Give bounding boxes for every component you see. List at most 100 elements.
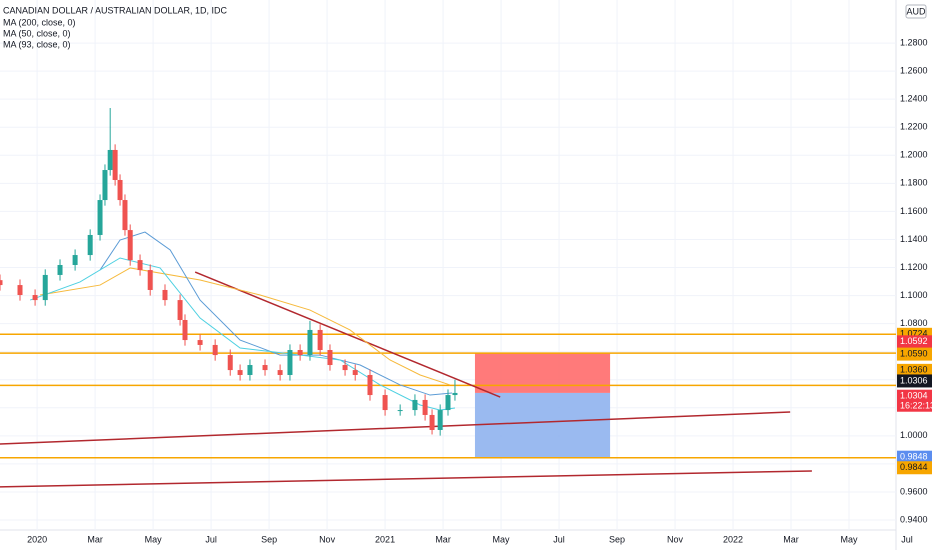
candle-body [87,234,93,256]
x-tick-label: Sep [609,534,625,544]
target-zone [474,392,611,458]
legend-entry: MA (50, close, 0) [3,28,71,38]
candle-body [182,319,188,341]
price-label-text: 1.0306 [900,375,928,385]
trend-line [0,470,812,488]
y-tick-label: 0.9600 [900,486,928,496]
y-tick-label: 1.2000 [900,150,928,160]
legend-entry: MA (93, close, 0) [3,39,71,49]
candle-body [227,355,233,371]
trend-line [0,411,791,445]
x-tick-label: May [493,534,511,544]
candle-body [112,149,118,180]
candle-body [162,289,168,301]
price-label [897,450,932,464]
price-label-text: 0.9844 [900,462,928,472]
x-tick-label: Nov [319,534,336,544]
x-tick-label: Nov [667,534,684,544]
candle-body [429,414,435,430]
price-label [897,363,932,377]
candle-body [127,230,133,261]
x-tick-label: 2021 [375,534,395,544]
x-tick-label: Sep [261,534,277,544]
candle-body [32,295,38,301]
grid [0,0,896,530]
y-tick-label: 1.1400 [900,234,928,244]
y-tick-label: 0.9400 [900,514,928,524]
candle-body [237,370,243,375]
x-tick-label: Mar [435,534,451,544]
candle-body [197,340,203,345]
x-tick-label: Mar [783,534,799,544]
stop-zone [474,353,611,393]
currency-box[interactable] [905,4,927,19]
candle-body [137,260,143,271]
candle-body [342,365,348,371]
x-tick-label: 2020 [27,534,47,544]
candle-body [297,350,303,356]
x-tick-label: Jul [553,534,565,544]
price-label [897,389,932,412]
candle-body [412,399,418,411]
price-label [897,335,932,349]
y-tick-label: 1.0000 [900,430,928,440]
plot [0,108,896,488]
candle-body [42,274,48,301]
trend-line [194,271,501,398]
candle-body [317,329,323,351]
candle-body [327,350,333,366]
x-tick-label: May [841,534,859,544]
price-label-text: 1.0590 [900,348,928,358]
candle-body [277,370,283,375]
price-label [897,461,932,475]
axes: 0.94000.96000.98001.00001.02001.04001.06… [3,17,932,544]
x-tick-label: May [145,534,163,544]
x-tick-label: Jul [205,534,217,544]
y-tick-label: 1.0800 [900,318,928,328]
price-label-text: 0.9848 [900,452,928,462]
price-label-text: 1.0304 [900,391,928,401]
candle-body [422,399,428,415]
price-label [897,374,932,388]
candle-body [107,149,113,171]
candle-body [147,270,153,290]
price-label-text: 1.0592 [900,336,928,346]
candle-body [262,365,268,371]
y-tick-label: 1.2600 [900,65,928,75]
candle-body [445,395,451,411]
candle-body [287,350,293,375]
candle-body [97,200,103,235]
y-tick-label: 1.1800 [900,178,928,188]
candle-body [437,410,443,430]
y-tick-label: 1.1000 [900,290,928,300]
candle-body [307,329,313,356]
price-label [897,347,932,361]
ma-line [39,267,451,386]
candle-body [17,285,23,296]
candle-body [122,200,128,231]
price-label-text: 1.0360 [900,365,928,375]
candle-body [177,300,183,320]
candle-body [452,392,458,396]
candle-body [72,255,78,265]
currency: AUD [906,6,926,16]
price-label-text: 1.0724 [900,329,928,339]
countdown: 16:22:13 [900,401,932,411]
candle-body [247,365,253,375]
candle-body [117,179,123,201]
y-tick-label: 1.2800 [900,37,928,47]
candle-body [212,344,218,356]
chart-title: CANADIAN DOLLAR / AUSTRALIAN DOLLAR, 1D,… [3,5,228,15]
candle-body [102,170,108,201]
candle-body [352,370,358,375]
ma-line [99,231,453,396]
x-tick-label: 2022 [723,534,743,544]
candle-body [0,280,3,286]
x-tick-label: Mar [87,534,103,544]
y-tick-label: 1.2400 [900,94,928,104]
candle-body [397,410,403,412]
legend-entry: MA (200, close, 0) [3,17,76,27]
y-tick-label: 1.2200 [900,122,928,132]
